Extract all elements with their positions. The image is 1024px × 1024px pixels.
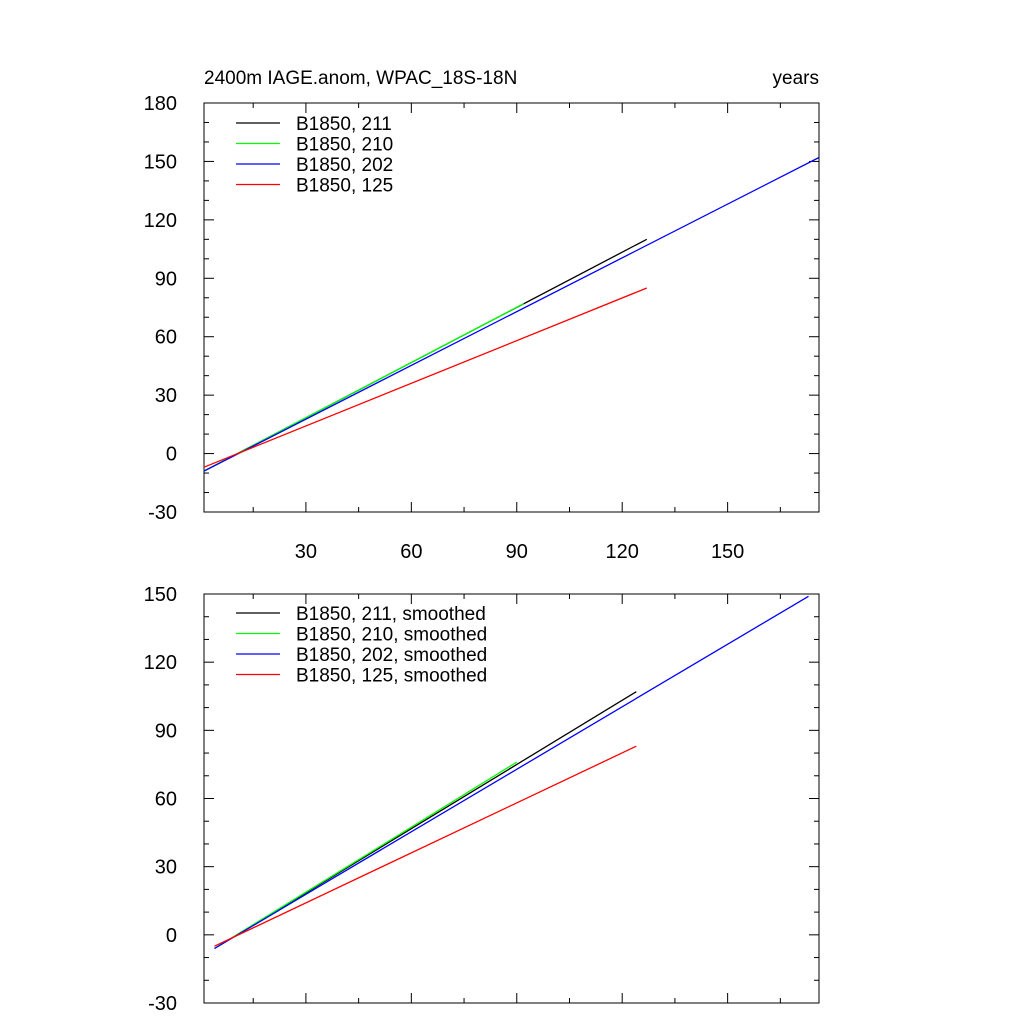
chart-title-right: years <box>773 68 819 89</box>
y-tick-label: 60 <box>155 789 177 811</box>
x-tick-label: 60 <box>400 541 422 563</box>
series-line-3 <box>214 745 637 947</box>
y-tick-label: 90 <box>155 268 177 290</box>
plot-frame <box>203 102 820 513</box>
top-chart-panel: 2400m IAGE.anom, WPAC_18S-18N years -30 0 30… <box>144 68 820 563</box>
y-tick-label: 60 <box>155 327 177 349</box>
legend-label: B1850, 125 <box>296 176 393 197</box>
y-tick-label: -30 <box>148 502 177 524</box>
legend-label: B1850, 211 <box>296 114 392 135</box>
x-tick-label: 30 <box>295 541 317 563</box>
y-tick-label: 30 <box>155 385 177 407</box>
legend-label: B1850, 210 <box>296 135 393 156</box>
legend-label: B1850, 125, smoothed <box>296 666 487 687</box>
y-tick-label: 150 <box>144 151 177 173</box>
x-tick-label: 90 <box>506 541 528 563</box>
series-line-2 <box>214 595 809 950</box>
y-tick-label: 90 <box>155 720 177 742</box>
chart-title-left: 2400m IAGE.anom, WPAC_18S-18N <box>204 68 517 89</box>
series-line-1 <box>203 303 525 472</box>
series-line-3 <box>203 287 648 468</box>
x-tick-label: 120 <box>606 541 639 563</box>
series-line-1 <box>214 761 518 950</box>
y-tick-label: 120 <box>144 210 177 232</box>
x-tick-label: 150 <box>711 541 744 563</box>
y-tick-label: 30 <box>155 857 177 879</box>
legend-label: B1850, 202, smoothed <box>296 645 487 666</box>
legend-label: B1850, 202 <box>296 155 393 176</box>
y-tick-label: 0 <box>166 444 177 466</box>
y-tick-label: 120 <box>144 652 177 674</box>
legend-label: B1850, 210, smoothed <box>296 625 487 646</box>
legend-label: B1850, 211, smoothed <box>296 604 486 625</box>
y-tick-label: 0 <box>166 925 177 947</box>
y-tick-label: 180 <box>144 93 177 115</box>
series-line-2 <box>203 156 820 472</box>
y-tick-label: 150 <box>144 584 177 606</box>
y-tick-label: -30 <box>148 993 177 1015</box>
